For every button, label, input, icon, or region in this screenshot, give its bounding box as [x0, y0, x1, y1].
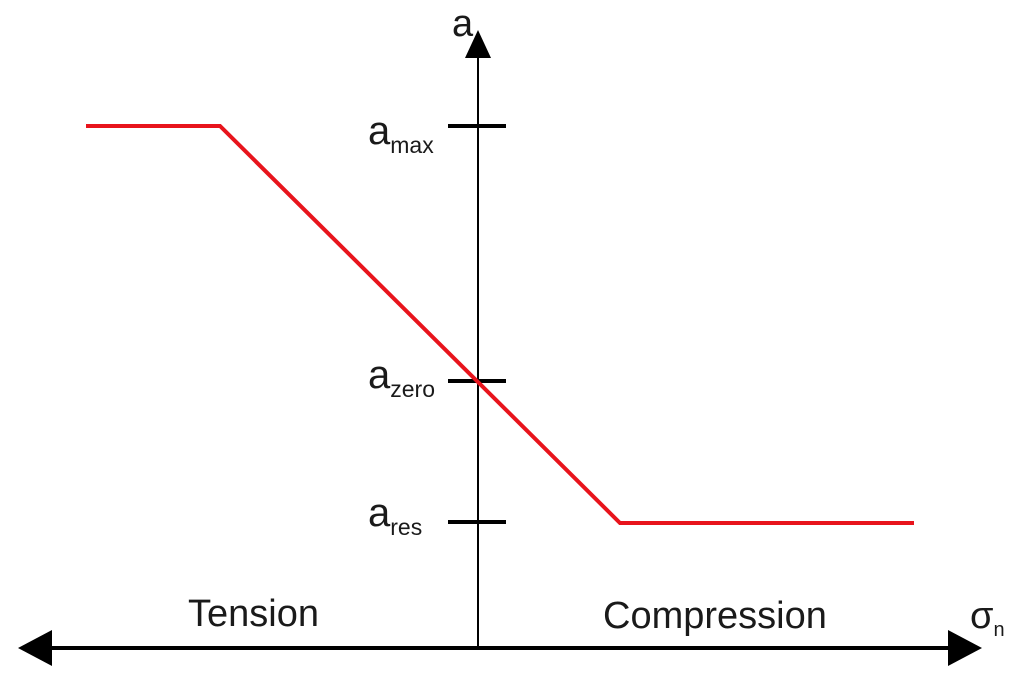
tension-label: Tension — [188, 593, 319, 635]
label-a-res: ares — [368, 491, 422, 540]
x-axis-label: σn — [970, 595, 1005, 641]
x-axis-label-main: σ — [970, 595, 993, 637]
y-axis-arrowhead — [465, 30, 491, 58]
a-vs-sigma-curve — [86, 124, 914, 525]
label-a-res-main: a — [368, 491, 391, 535]
compression-label: Compression — [603, 595, 827, 637]
x-axis-label-sub: n — [993, 619, 1004, 641]
label-a-zero: azero — [368, 353, 435, 402]
x-axis-left-arrowhead — [18, 630, 52, 666]
label-a-max-sub: max — [390, 132, 434, 158]
label-a-max-main: a — [368, 109, 391, 153]
label-a-zero-main: a — [368, 353, 391, 397]
label-a-max: amax — [368, 109, 434, 158]
y-axis-label: a — [452, 3, 474, 45]
label-a-zero-sub: zero — [390, 376, 435, 402]
x-axis-right-arrowhead — [948, 630, 982, 666]
label-a-res-sub: res — [390, 514, 422, 540]
